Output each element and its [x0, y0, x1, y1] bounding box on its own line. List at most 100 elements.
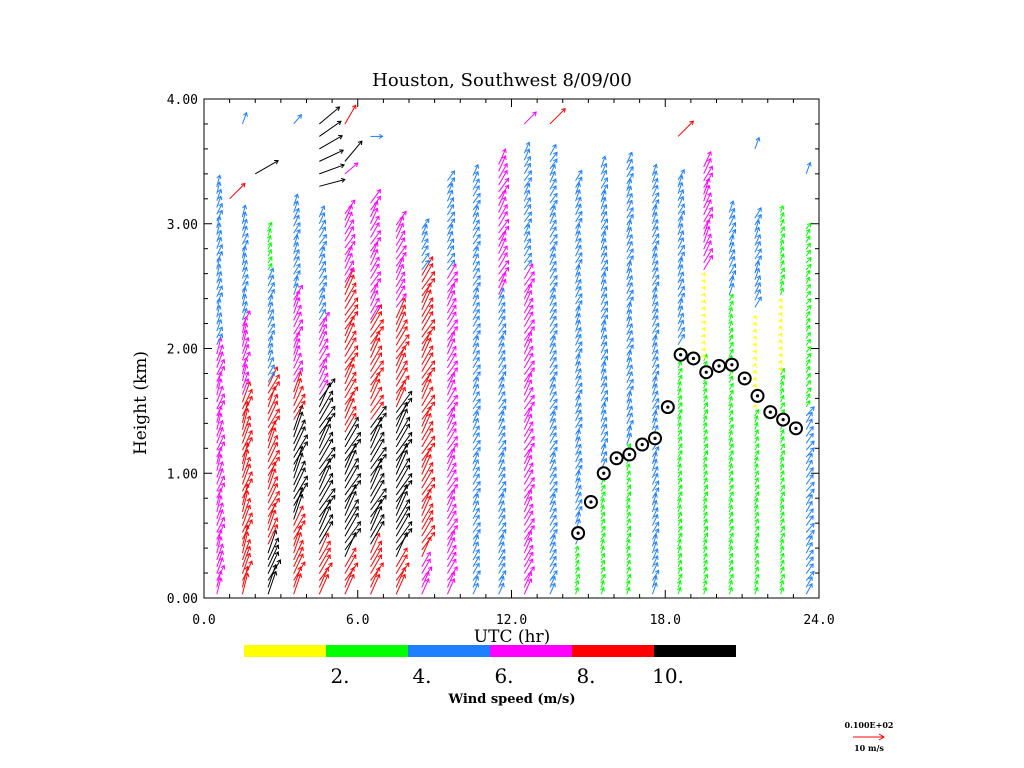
vector-head	[426, 453, 432, 459]
wind-vector	[600, 183, 608, 196]
vector-head	[297, 304, 302, 310]
wind-vector	[753, 538, 759, 547]
vector-head	[503, 210, 508, 216]
wind-vector	[216, 516, 226, 533]
wind-vector	[752, 362, 758, 368]
vector-shaft	[472, 399, 481, 410]
wind-vector	[626, 233, 633, 246]
vector-shaft	[600, 356, 608, 367]
vector-shaft	[318, 412, 336, 435]
vector-shaft	[626, 379, 634, 390]
vector-shaft	[549, 302, 557, 314]
wind-profile-column	[370, 188, 387, 595]
wind-vector	[575, 409, 582, 422]
upper-wind-vector	[344, 140, 363, 162]
vector-shaft	[498, 252, 508, 268]
vector-shaft	[805, 426, 814, 437]
vector-head	[754, 518, 759, 524]
vector-head	[677, 450, 683, 455]
vector-head	[527, 337, 533, 343]
vector-head	[552, 432, 557, 437]
vector-head	[301, 561, 306, 567]
wind-vector	[626, 356, 633, 370]
vector-shaft	[395, 293, 407, 308]
wind-vector	[651, 356, 659, 369]
vector-shaft	[600, 438, 608, 450]
vector-head	[809, 515, 814, 520]
wind-vector	[523, 367, 535, 382]
vector-head	[474, 287, 480, 293]
upper-wind-vector	[754, 136, 761, 150]
vector-shaft	[370, 319, 384, 338]
vector-head	[677, 374, 683, 380]
vector-shaft	[575, 402, 582, 415]
vector-head	[729, 450, 734, 455]
wind-vector	[446, 379, 456, 396]
vector-head	[246, 497, 252, 503]
vector-shaft	[344, 398, 355, 419]
wind-vector	[676, 538, 682, 547]
vector-head	[220, 441, 226, 446]
vector-head	[219, 426, 224, 432]
vector-head	[474, 253, 480, 258]
vector-head	[703, 450, 708, 455]
vector-shaft	[370, 208, 378, 224]
wind-vector	[626, 281, 633, 294]
wind-vector	[728, 559, 734, 568]
vector-shaft	[318, 390, 333, 415]
vector-head	[577, 176, 583, 182]
vector-shaft	[267, 544, 279, 568]
vector-shaft	[600, 218, 608, 230]
vector-shaft	[446, 379, 455, 396]
vector-shaft	[293, 201, 299, 213]
wind-vector	[677, 402, 683, 410]
vector-shaft	[575, 429, 580, 442]
vector-head	[601, 196, 607, 202]
vector-head	[407, 527, 413, 533]
vector-shaft	[549, 241, 558, 252]
vector-shaft	[498, 309, 506, 321]
vector-shaft	[626, 512, 631, 519]
wind-vector	[728, 545, 734, 554]
vector-shaft	[344, 199, 356, 215]
vector-shaft	[241, 364, 247, 382]
vector-shaft	[216, 351, 224, 369]
wind-vector	[472, 541, 480, 554]
vector-shaft	[677, 429, 682, 437]
wind-vector	[575, 464, 583, 477]
vector-shaft	[652, 329, 660, 341]
vector-shaft	[728, 553, 733, 561]
vector-head	[448, 182, 454, 188]
vector-shaft	[805, 400, 811, 408]
vector-head	[728, 538, 734, 544]
vector-shaft	[677, 375, 683, 382]
vector-shaft	[447, 477, 458, 492]
vector-shaft	[780, 253, 785, 261]
wind-vector	[523, 218, 532, 230]
vector-head	[809, 473, 814, 479]
vector-head	[809, 467, 814, 472]
vector-shaft	[523, 190, 530, 202]
vector-shaft	[293, 460, 306, 486]
vector-shaft	[395, 480, 413, 503]
vector-shaft	[241, 310, 251, 327]
vector-head	[301, 426, 306, 431]
vector-head	[703, 552, 708, 558]
wind-vector	[780, 443, 785, 451]
vector-head	[577, 258, 583, 264]
vector-shaft	[626, 539, 630, 547]
vector-shaft	[344, 458, 359, 482]
vector-head	[600, 538, 605, 544]
vector-shaft	[421, 469, 434, 489]
vector-shaft	[216, 345, 224, 362]
vector-shaft	[267, 524, 278, 545]
mixing-height-marker	[609, 451, 624, 466]
wind-vector	[318, 352, 330, 368]
wind-vector	[549, 480, 558, 492]
vector-shaft	[472, 309, 480, 321]
vector-shaft	[318, 417, 331, 442]
vector-shaft	[216, 337, 222, 355]
vector-head	[752, 376, 757, 382]
vector-head	[452, 469, 457, 474]
vector-shaft	[626, 248, 634, 260]
